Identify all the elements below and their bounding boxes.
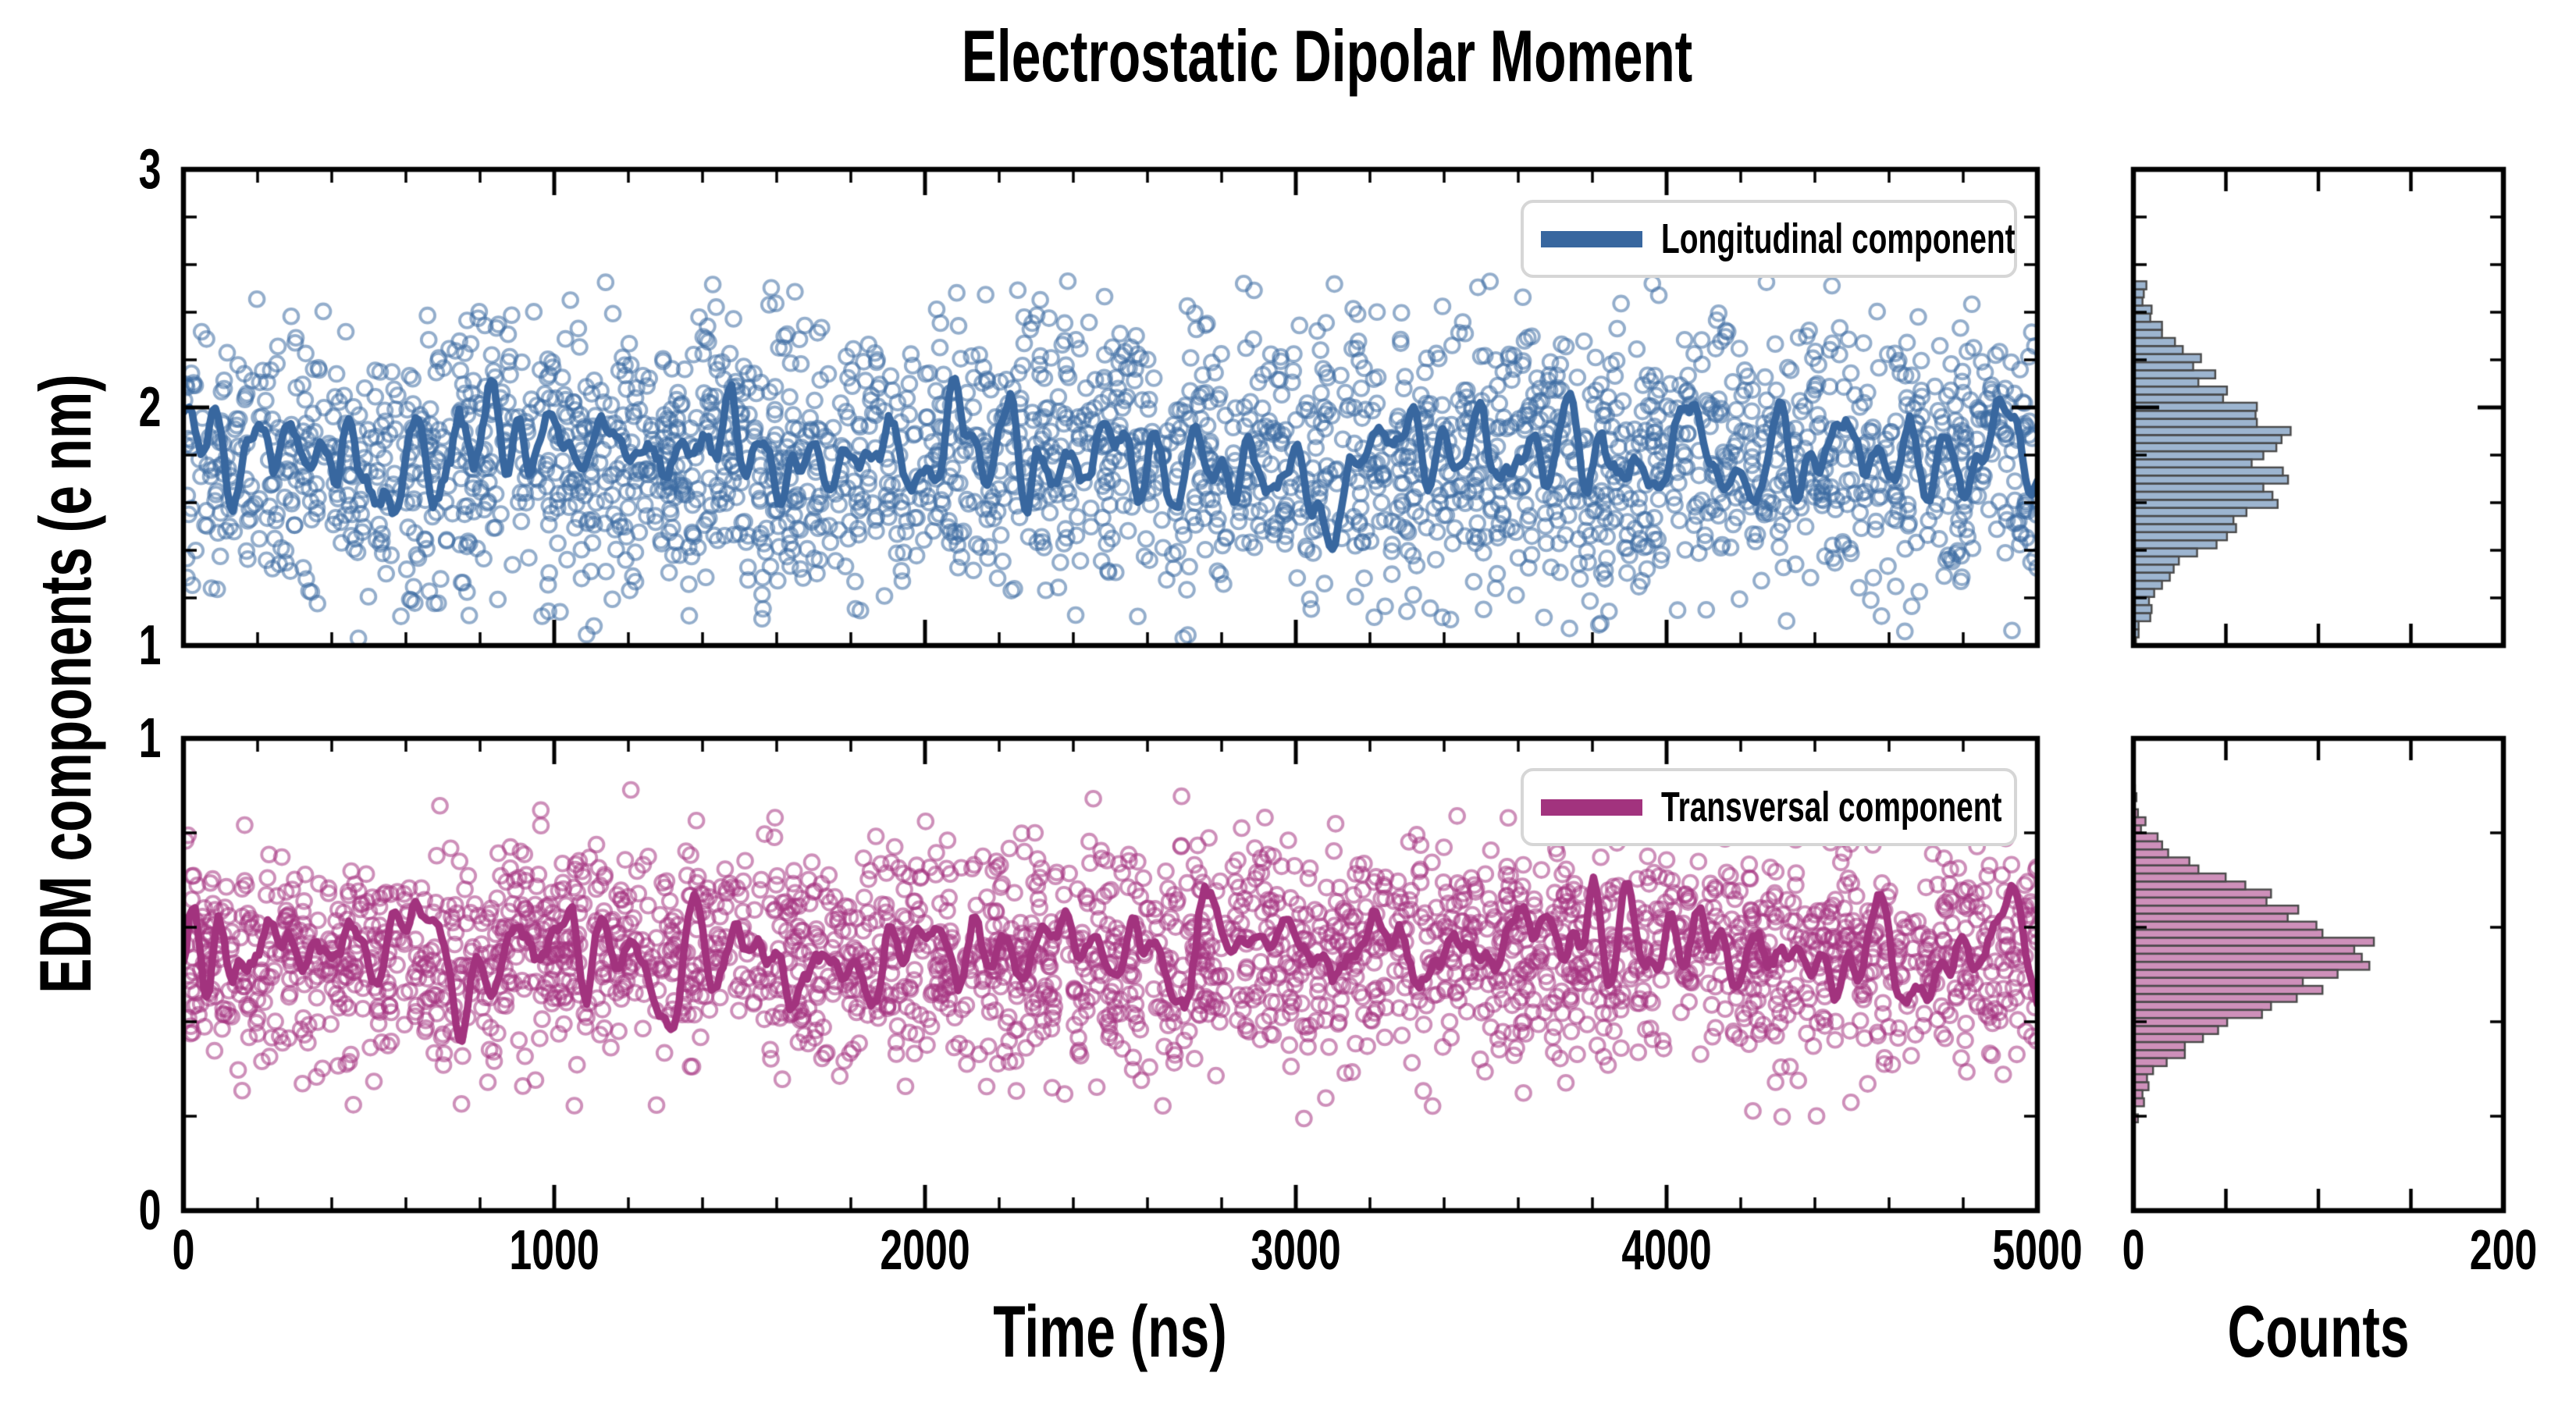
legend-line-swatch-transversal [1541, 799, 1642, 816]
legend-longitudinal: Longitudinal component [1521, 200, 2017, 278]
legend-transversal: Transversal component [1521, 768, 2017, 846]
legend-label-transversal: Transversal component [1661, 784, 2002, 831]
legend-line-swatch-longitudinal [1541, 230, 1642, 247]
legend-label-longitudinal: Longitudinal component [1661, 215, 2016, 262]
